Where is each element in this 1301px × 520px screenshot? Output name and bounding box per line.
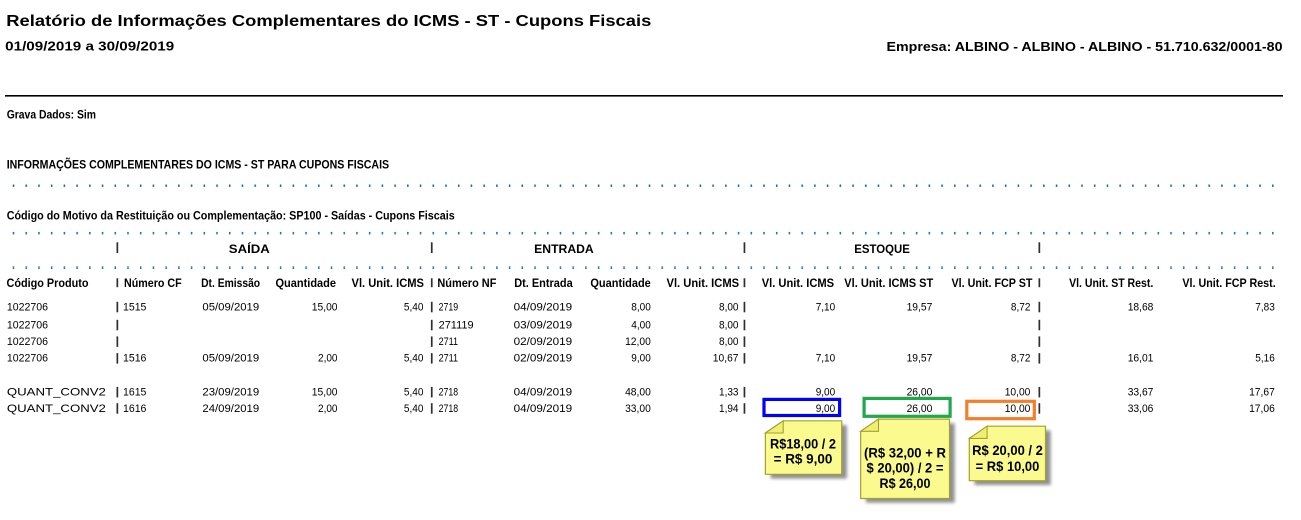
svg-text:1515: 1515 (123, 301, 146, 313)
svg-text:= R$ 9,00: = R$ 9,00 (774, 452, 833, 467)
svg-text:23/09/2019: 23/09/2019 (202, 387, 259, 399)
svg-text:17,06: 17,06 (1249, 403, 1275, 415)
svg-text:8,00: 8,00 (719, 336, 739, 348)
svg-text:5,40: 5,40 (404, 353, 424, 365)
svg-text:7,83: 7,83 (1255, 301, 1275, 313)
svg-text:2711: 2711 (439, 336, 459, 348)
svg-text:1022706: 1022706 (7, 353, 48, 365)
svg-text:8,00: 8,00 (719, 319, 739, 331)
svg-text:Vl. Unit. FCP ST: Vl. Unit. FCP ST (952, 276, 1033, 290)
svg-text:18,68: 18,68 (1128, 301, 1154, 313)
svg-text:1022706: 1022706 (7, 319, 48, 331)
svg-text:Quantidade: Quantidade (590, 276, 651, 290)
svg-text:8,00: 8,00 (719, 301, 739, 313)
svg-text:Código Produto: Código Produto (7, 276, 89, 290)
svg-text:Vl. Unit. FCP Rest.: Vl. Unit. FCP Rest. (1182, 276, 1275, 290)
svg-text:04/09/2019: 04/09/2019 (514, 301, 573, 313)
svg-text:ESTOQUE: ESTOQUE (854, 242, 910, 256)
svg-text:2,00: 2,00 (318, 353, 338, 365)
svg-text:R$18,00 / 2: R$18,00 / 2 (770, 437, 836, 452)
svg-text:17,67: 17,67 (1249, 387, 1275, 399)
svg-text:(R$ 32,00 + R: (R$ 32,00 + R (864, 446, 946, 461)
svg-text:2718: 2718 (439, 403, 459, 415)
svg-text:5,40: 5,40 (404, 301, 424, 313)
svg-text:8,72: 8,72 (1011, 301, 1031, 313)
svg-text:33,06: 33,06 (1128, 403, 1154, 415)
svg-text:33,00: 33,00 (625, 403, 651, 415)
svg-text:12,00: 12,00 (625, 336, 651, 348)
svg-text:2711: 2711 (439, 353, 459, 365)
svg-text:02/09/2019: 02/09/2019 (514, 336, 573, 348)
svg-text:R$ 20,00 / 2: R$ 20,00 / 2 (972, 443, 1043, 458)
svg-text:01/09/2019 a 30/09/2019: 01/09/2019 a 30/09/2019 (5, 39, 174, 54)
svg-text:1022706: 1022706 (7, 301, 48, 313)
svg-text:Relatório de Informações Compl: Relatório de Informações Complementares … (6, 13, 651, 30)
svg-text:= R$ 10,00: = R$ 10,00 (976, 459, 1040, 474)
svg-text:ENTRADA: ENTRADA (534, 242, 594, 256)
svg-text:Quantidade: Quantidade (276, 276, 337, 290)
svg-text:R$ 26,00: R$ 26,00 (880, 476, 931, 491)
svg-text:SAÍDA: SAÍDA (229, 241, 270, 256)
svg-text:Vl. Unit. ICMS ST: Vl. Unit. ICMS ST (844, 276, 933, 290)
svg-text:7,10: 7,10 (816, 353, 836, 365)
svg-text:10,00: 10,00 (1005, 403, 1031, 415)
svg-text:QUANT_CONV2: QUANT_CONV2 (7, 387, 106, 399)
svg-text:9,00: 9,00 (816, 403, 836, 415)
svg-text:5,40: 5,40 (404, 387, 424, 399)
svg-text:8,72: 8,72 (1011, 353, 1031, 365)
svg-text:33,67: 33,67 (1128, 387, 1154, 399)
svg-text:1616: 1616 (123, 403, 146, 415)
svg-text:Número CF: Número CF (124, 276, 182, 290)
svg-text:7,10: 7,10 (816, 301, 836, 313)
svg-text:9,00: 9,00 (631, 353, 651, 365)
svg-text:16,01: 16,01 (1128, 353, 1154, 365)
svg-text:26,00: 26,00 (907, 387, 933, 399)
svg-text:04/09/2019: 04/09/2019 (514, 403, 573, 415)
svg-text:05/09/2019: 05/09/2019 (202, 301, 259, 313)
svg-text:10,00: 10,00 (1005, 387, 1031, 399)
svg-text:5,40: 5,40 (404, 403, 424, 415)
svg-text:$ 20,00) / 2 =: $ 20,00) / 2 = (867, 461, 944, 476)
svg-text:Vl. Unit. ICMS: Vl. Unit. ICMS (352, 276, 425, 290)
svg-text:Dt. Emissão: Dt. Emissão (201, 276, 260, 290)
svg-text:INFORMAÇÕES COMPLEMENTARES DO: INFORMAÇÕES COMPLEMENTARES DO ICMS - ST … (7, 156, 389, 171)
svg-text:26,00: 26,00 (907, 403, 933, 415)
svg-text:24/09/2019: 24/09/2019 (202, 403, 259, 415)
svg-text:9,00: 9,00 (816, 387, 836, 399)
svg-text:1022706: 1022706 (7, 336, 48, 348)
svg-text:8,00: 8,00 (631, 301, 651, 313)
svg-text:15,00: 15,00 (312, 301, 338, 313)
svg-text:02/09/2019: 02/09/2019 (514, 353, 573, 365)
svg-text:Empresa: ALBINO - ALBINO - ALB: Empresa: ALBINO - ALBINO - ALBINO - 51.7… (887, 39, 1283, 54)
svg-text:1516: 1516 (123, 353, 146, 365)
svg-text:19,57: 19,57 (907, 301, 933, 313)
svg-text:19,57: 19,57 (907, 353, 933, 365)
svg-text:Vl. Unit. ICMS: Vl. Unit. ICMS (762, 276, 834, 290)
svg-text:4,00: 4,00 (631, 319, 651, 331)
svg-text:1615: 1615 (123, 387, 146, 399)
svg-text:Dt. Entrada: Dt. Entrada (514, 276, 573, 290)
svg-text:Vl. Unit. ICMS: Vl. Unit. ICMS (667, 276, 740, 290)
svg-text:1,94: 1,94 (719, 403, 739, 415)
svg-text:2,00: 2,00 (318, 403, 338, 415)
svg-text:1,33: 1,33 (719, 387, 739, 399)
svg-text:2719: 2719 (439, 301, 459, 313)
svg-text:15,00: 15,00 (312, 387, 338, 399)
svg-text:Número NF: Número NF (437, 276, 496, 290)
svg-text:271119: 271119 (439, 319, 474, 331)
svg-text:10,67: 10,67 (713, 353, 739, 365)
svg-text:04/09/2019: 04/09/2019 (514, 387, 573, 399)
svg-text:2718: 2718 (439, 387, 459, 399)
svg-text:5,16: 5,16 (1255, 353, 1275, 365)
svg-text:48,00: 48,00 (625, 387, 651, 399)
svg-text:Vl. Unit. ST Rest.: Vl. Unit. ST Rest. (1069, 276, 1153, 290)
svg-text:Grava Dados: Sim: Grava Dados: Sim (7, 108, 96, 122)
svg-text:Código do Motivo da Restituiçã: Código do Motivo da Restituição ou Compl… (7, 209, 455, 223)
svg-text:05/09/2019: 05/09/2019 (202, 353, 259, 365)
svg-text:03/09/2019: 03/09/2019 (514, 319, 573, 331)
svg-text:QUANT_CONV2: QUANT_CONV2 (7, 403, 106, 415)
